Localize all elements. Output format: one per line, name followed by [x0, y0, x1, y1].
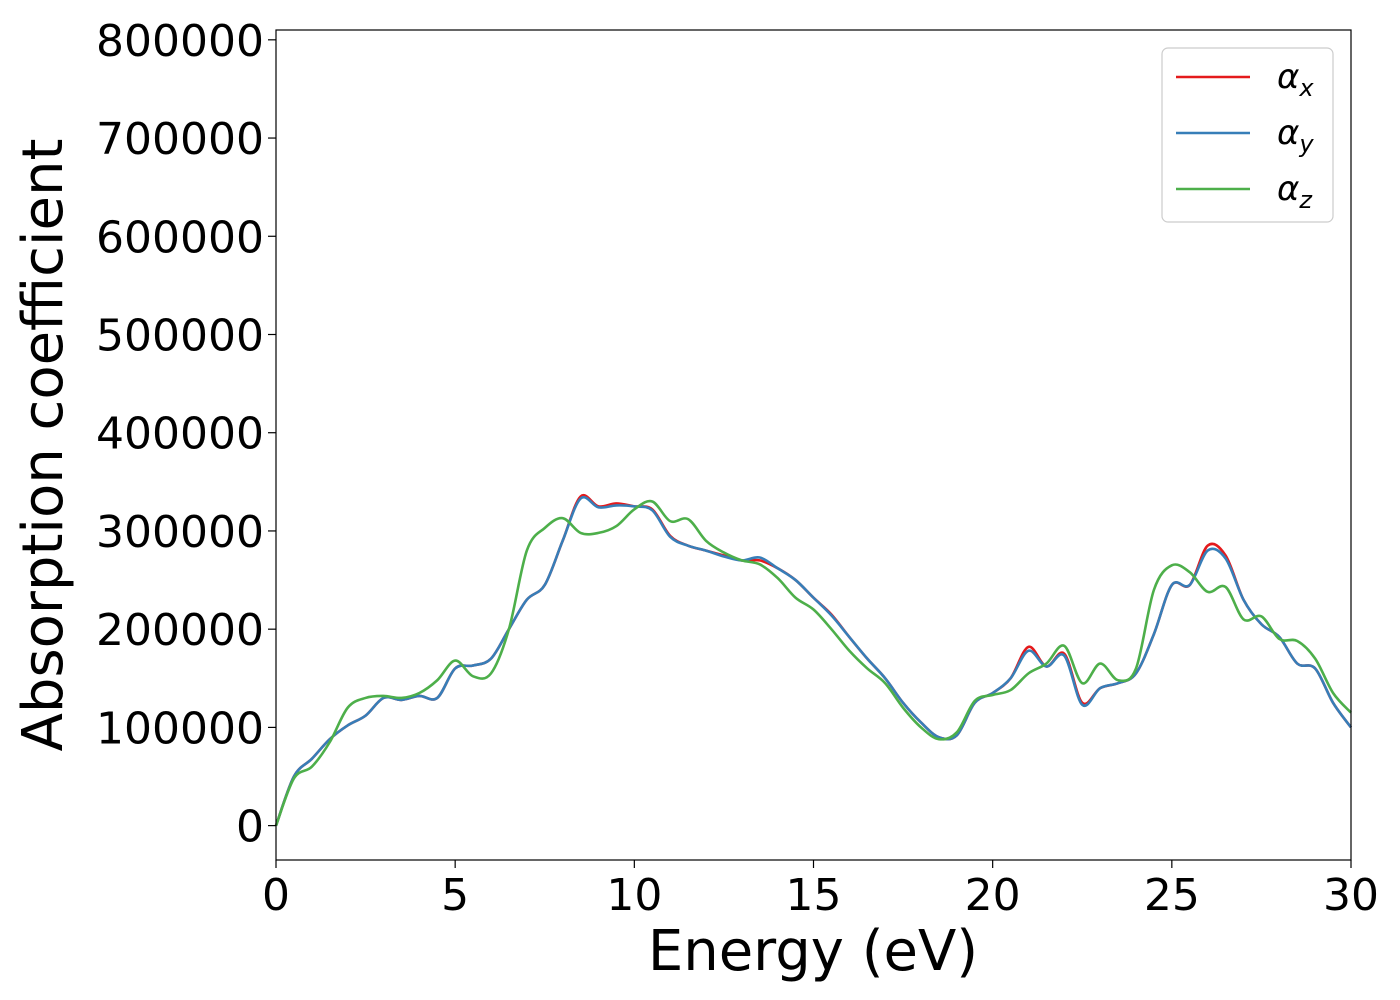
plot-frame: [275, 29, 1352, 861]
series-line-alpha-z: [274, 499, 1352, 827]
x-tick-label: 25: [1144, 870, 1200, 921]
y-tick-label: 500000: [96, 310, 264, 361]
y-tick-label: 300000: [96, 507, 264, 558]
y-tick-label: 400000: [96, 409, 264, 460]
y-tick-label: 600000: [96, 212, 264, 263]
legend-box: [1161, 47, 1334, 223]
y-tick-label: 0: [236, 802, 264, 853]
series-layer: [274, 494, 1353, 827]
y-axis-title: Absorption coefficient: [11, 139, 76, 752]
y-tick-label: 700000: [96, 114, 264, 165]
y-tick-label: 100000: [96, 703, 264, 754]
y-axis-title-group: Absorption coefficient: [11, 139, 76, 752]
x-tick-label: 20: [965, 870, 1021, 921]
series-line-alpha-y: [274, 495, 1353, 827]
x-tick-label: 30: [1323, 870, 1379, 921]
legend-label-alpha-x: αx: [1277, 57, 1314, 102]
y-tick-label: 800000: [96, 16, 264, 67]
y-tick-label: 200000: [96, 605, 264, 656]
legend-label-alpha-z: αz: [1277, 169, 1313, 214]
x-tick-label: 10: [606, 870, 662, 921]
x-tick-label: 15: [786, 870, 842, 921]
legend-label-alpha-y: αy: [1277, 113, 1314, 158]
x-axis-title: Energy (eV): [648, 919, 978, 984]
ticks-layer: 0 5 10 15 20 25 30 0 100000 200000 300000 400000 500…: [96, 16, 1379, 921]
series-line-alpha-x: [274, 494, 1353, 827]
x-tick-label: 0: [262, 870, 290, 921]
x-tick-label: 5: [441, 870, 469, 921]
legend: αx αy αz: [1161, 47, 1334, 223]
